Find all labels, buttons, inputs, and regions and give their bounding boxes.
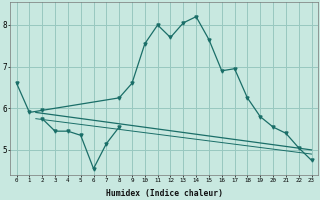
X-axis label: Humidex (Indice chaleur): Humidex (Indice chaleur) <box>106 189 222 198</box>
